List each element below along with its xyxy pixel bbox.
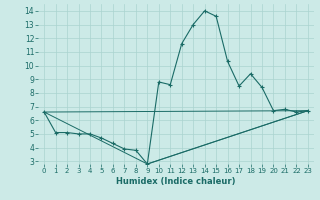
X-axis label: Humidex (Indice chaleur): Humidex (Indice chaleur)	[116, 177, 236, 186]
